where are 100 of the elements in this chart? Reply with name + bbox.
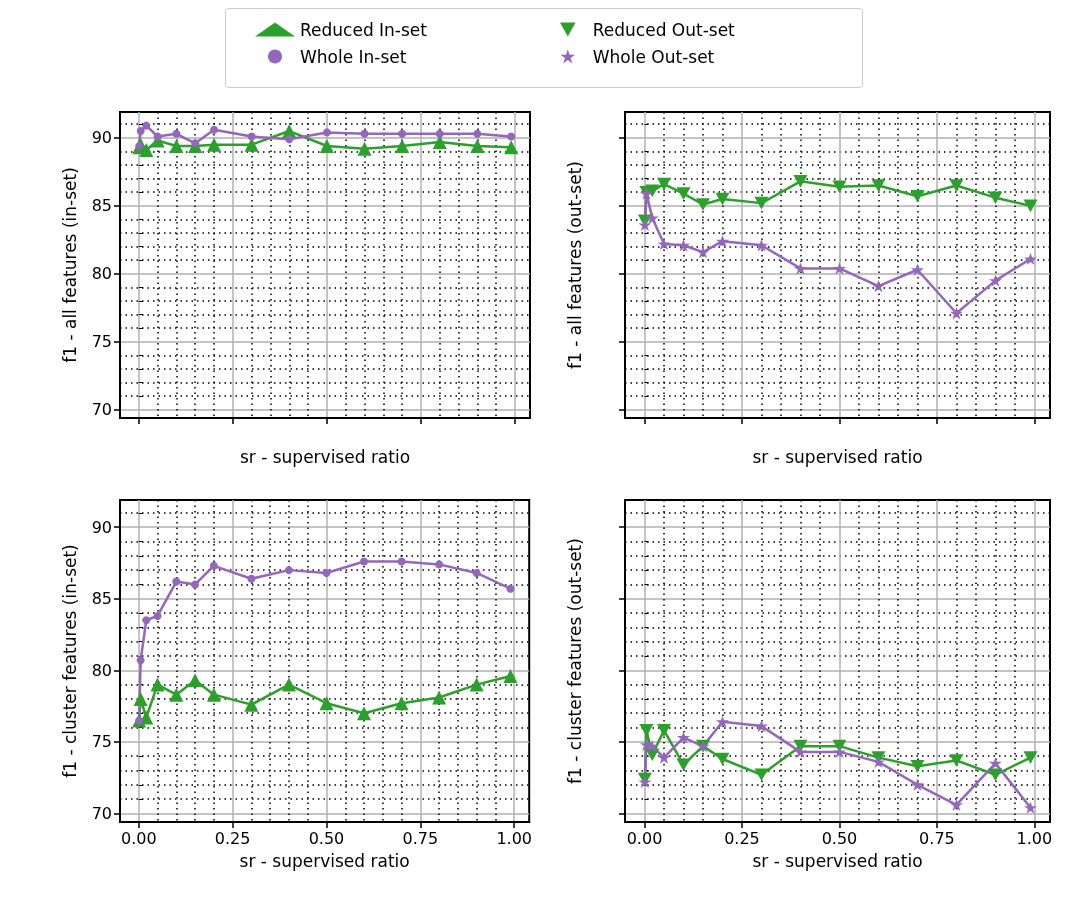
point [949,754,964,767]
legend-label: Reduced Out-set [592,19,736,40]
point [284,566,293,575]
point [133,691,148,706]
x-axis-title: sr - supervised ratio [752,850,923,871]
point [172,129,181,138]
point [210,125,219,134]
point [949,179,964,192]
point [507,132,516,141]
point [696,245,710,259]
point [871,755,885,769]
x-tick-label: 0.75 [919,828,955,848]
point [394,696,409,711]
point [142,121,151,130]
y-axis-title: f1 - cluster features (out-set) [564,538,585,784]
legend-label: Whole Out-set [592,46,715,67]
point [398,129,407,138]
point [319,696,334,711]
point [910,190,925,203]
point [319,139,334,153]
point [657,237,671,251]
point [247,132,256,141]
point [247,574,256,583]
legend-label: Whole In-set [300,46,407,67]
point [136,656,145,665]
x-tick-label: 0.25 [724,828,760,848]
point [150,677,165,692]
point [988,274,1002,287]
point [188,673,203,688]
point [695,198,710,211]
point [504,140,519,155]
point [676,758,691,772]
point [754,768,769,782]
point [191,580,200,589]
point [657,751,671,764]
point [754,719,768,733]
point [1024,801,1037,814]
point [432,690,447,705]
point [503,669,518,684]
y-tick-label: 70 [91,803,112,823]
point [988,768,1003,782]
point [910,263,924,276]
point [949,307,963,320]
point [656,177,671,191]
legend-label: Reduced In-set [300,19,428,40]
point [910,778,924,791]
x-axis-title: sr - supervised ratio [752,446,923,467]
point [139,143,154,158]
x-tick-label: 0.00 [120,828,157,848]
y-axis-title: f1 - all features (in-set) [59,167,80,363]
y-tick-label: 80 [91,264,112,284]
point [1023,751,1038,764]
point [206,687,221,702]
point [172,577,181,586]
point [715,715,729,728]
point [244,697,259,712]
point [832,745,846,759]
point [281,677,296,692]
x-tick-label: 0.00 [626,828,663,848]
point [322,128,331,137]
point [754,239,768,252]
point [715,752,730,766]
point [357,706,372,721]
y-tick-label: 70 [91,400,112,420]
point [209,561,218,570]
point [988,757,1002,770]
y-tick-label: 75 [91,332,112,352]
x-tick-label: 0.75 [402,828,439,848]
point [676,239,690,252]
point [676,731,690,744]
point [656,724,671,737]
point [645,211,659,225]
point [793,262,807,275]
point [169,687,184,702]
point [469,677,484,692]
point [793,745,807,759]
point [793,175,808,188]
point [1023,199,1038,213]
point [715,192,730,206]
point [360,129,369,138]
point [871,279,885,293]
point [832,180,847,194]
point [473,129,482,138]
point [207,137,222,152]
x-axis-title: sr - supervised ratio [239,446,411,467]
point [435,560,444,569]
point [153,132,162,141]
y-tick-label: 90 [91,128,112,148]
point [285,135,294,144]
point [395,139,410,153]
x-axis-title: sr - supervised ratio [239,850,410,871]
point [169,139,184,153]
x-tick-label: 0.50 [308,828,345,848]
y-tick-label: 85 [91,196,112,216]
y-tick-label: 80 [91,660,112,680]
point [472,568,481,577]
point [754,196,769,210]
point [910,759,925,773]
y-tick-label: 90 [91,517,112,537]
point [988,191,1003,204]
